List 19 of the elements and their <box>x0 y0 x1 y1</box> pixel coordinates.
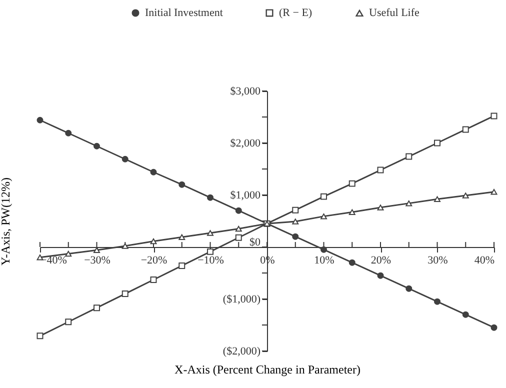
x-tick-label: −30% <box>84 254 110 266</box>
legend-label: (R − E) <box>279 6 312 19</box>
x-tick-label: 40% <box>474 254 494 266</box>
y-tick-label: $2,000 <box>230 138 261 150</box>
y-axis-title: Y-Axis, PW(12%) <box>0 178 12 266</box>
y-tick-label: $3,000 <box>230 86 261 98</box>
legend-label: Initial Investment <box>145 6 223 19</box>
x-tick-label: 20% <box>370 254 392 266</box>
y-tick-label: ($1,000) <box>222 294 261 306</box>
y-tick-label: ($2,000) <box>222 346 261 358</box>
legend-label: Useful Life <box>369 7 420 20</box>
x-axis-title: X-Axis (Percent Change in Parameter) <box>174 362 360 376</box>
x-tick-label: −20% <box>140 254 168 266</box>
y-tick-label: $0 <box>250 236 261 248</box>
x-tick-label: −40% <box>40 254 67 266</box>
x-tick-label: 30% <box>428 254 448 266</box>
x-tick-label: −10% <box>198 254 224 266</box>
y-tick-label: $1,000 <box>230 190 261 202</box>
x-tick-label: 10% <box>314 254 334 266</box>
